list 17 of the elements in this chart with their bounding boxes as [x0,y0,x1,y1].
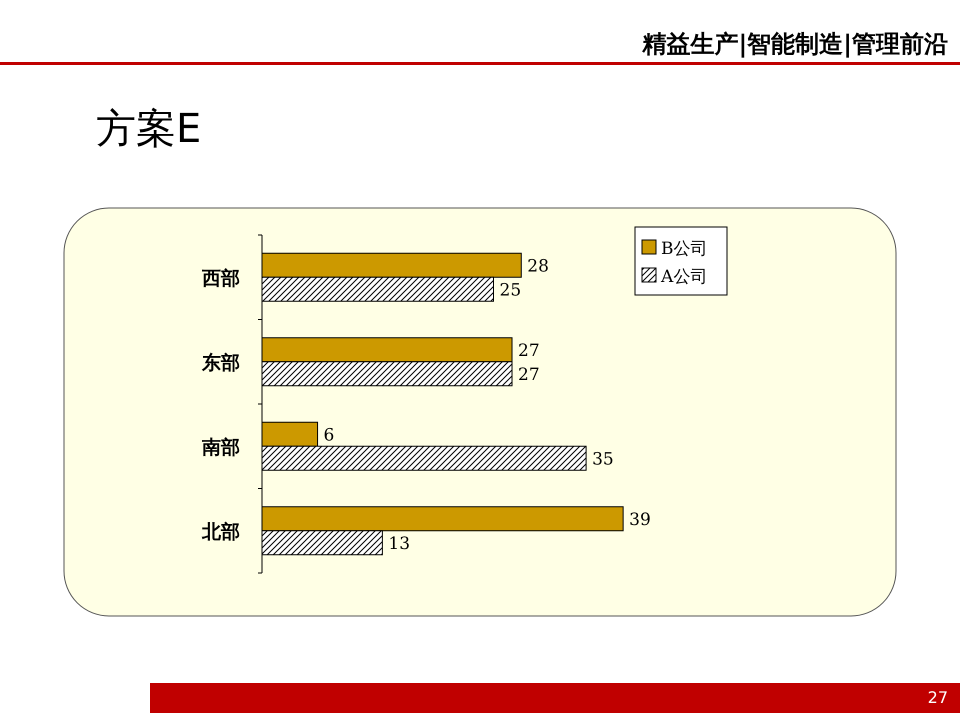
data-label: 35 [592,449,614,470]
y-tick-label: 东部 [201,352,240,374]
data-label: 27 [518,364,540,385]
data-label: 13 [388,534,410,554]
data-label: 27 [518,340,540,361]
y-tick-label: 南部 [201,436,240,458]
y-tick-label: 北部 [201,520,240,543]
text: 27 [928,688,948,707]
legend-label: B公司 [661,239,708,259]
data-label: 25 [500,280,522,300]
data-label: 39 [629,510,651,530]
legend-label: A公司 [660,267,708,287]
data-label: 28 [527,256,549,276]
data-label: 6 [324,425,334,446]
chart-title: 方案E [96,106,202,152]
text: 精益生产|智能制造|管理前沿 [641,30,948,58]
y-tick-label: 西部 [201,267,240,290]
